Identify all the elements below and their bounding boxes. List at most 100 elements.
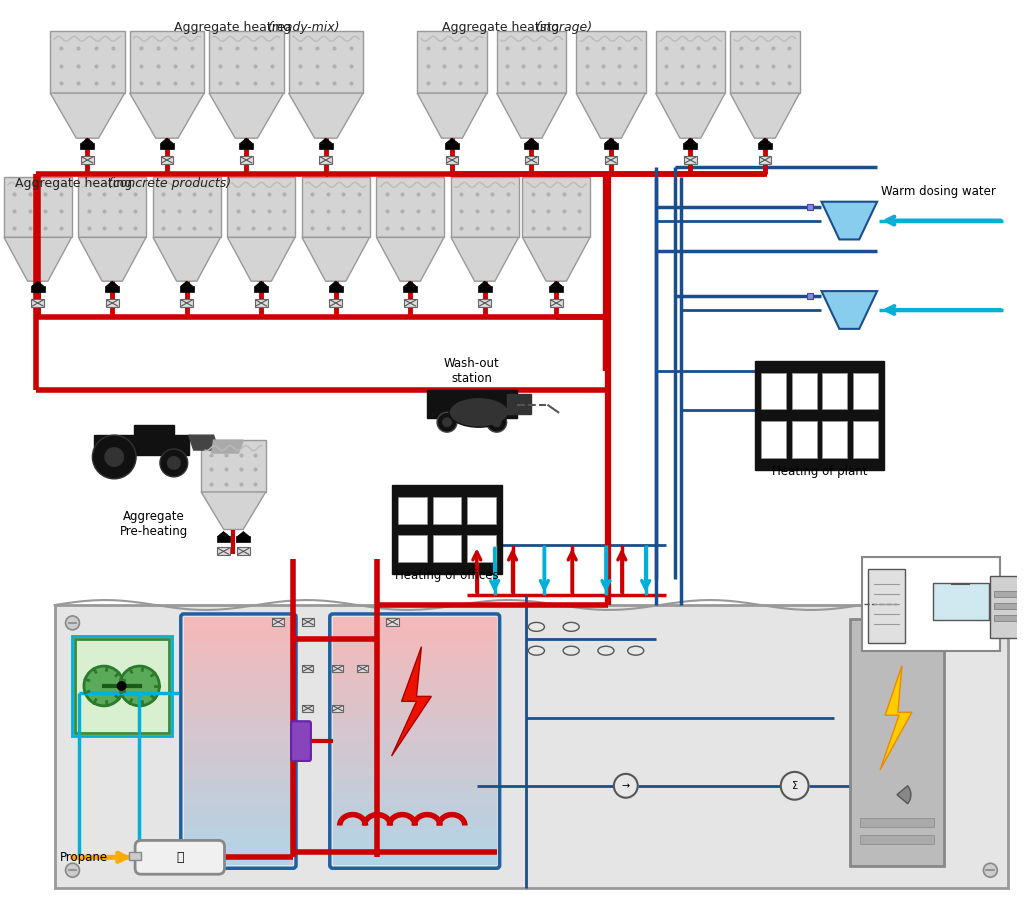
FancyBboxPatch shape (761, 373, 785, 409)
Polygon shape (181, 282, 193, 286)
FancyBboxPatch shape (75, 639, 169, 733)
Polygon shape (330, 282, 342, 286)
Polygon shape (404, 282, 416, 286)
Polygon shape (289, 93, 364, 138)
FancyBboxPatch shape (240, 156, 253, 164)
FancyBboxPatch shape (32, 299, 44, 307)
Polygon shape (377, 177, 444, 238)
Polygon shape (604, 143, 617, 149)
Polygon shape (217, 532, 229, 537)
FancyBboxPatch shape (333, 841, 497, 853)
Polygon shape (758, 143, 772, 149)
FancyBboxPatch shape (467, 496, 496, 524)
Polygon shape (153, 177, 220, 238)
Polygon shape (730, 93, 800, 138)
FancyBboxPatch shape (183, 679, 293, 691)
FancyBboxPatch shape (860, 818, 934, 826)
FancyBboxPatch shape (807, 293, 813, 299)
FancyBboxPatch shape (183, 828, 293, 841)
Circle shape (92, 435, 136, 479)
Ellipse shape (449, 398, 509, 427)
Polygon shape (417, 93, 486, 138)
Text: (storage): (storage) (535, 21, 592, 34)
Circle shape (492, 418, 502, 427)
Text: Aggregate
Pre-heating: Aggregate Pre-heating (120, 510, 188, 537)
Circle shape (167, 456, 181, 470)
FancyBboxPatch shape (271, 618, 285, 626)
FancyBboxPatch shape (398, 496, 427, 524)
FancyBboxPatch shape (333, 803, 497, 815)
Polygon shape (238, 532, 249, 537)
Circle shape (117, 681, 127, 691)
Ellipse shape (528, 622, 545, 632)
FancyBboxPatch shape (333, 666, 497, 679)
Polygon shape (329, 286, 343, 292)
FancyBboxPatch shape (333, 779, 497, 791)
Text: 🔥: 🔥 (176, 851, 183, 864)
FancyBboxPatch shape (183, 803, 293, 815)
FancyBboxPatch shape (990, 576, 1024, 638)
FancyBboxPatch shape (333, 617, 497, 630)
FancyBboxPatch shape (333, 630, 497, 642)
Polygon shape (237, 537, 250, 542)
FancyBboxPatch shape (332, 705, 343, 712)
FancyBboxPatch shape (217, 547, 229, 556)
FancyBboxPatch shape (333, 691, 497, 704)
FancyBboxPatch shape (302, 618, 314, 626)
Circle shape (983, 616, 997, 630)
Ellipse shape (563, 646, 580, 655)
FancyBboxPatch shape (183, 630, 293, 642)
Polygon shape (684, 138, 696, 143)
FancyBboxPatch shape (386, 618, 398, 626)
Polygon shape (497, 31, 566, 93)
FancyBboxPatch shape (237, 547, 250, 556)
Polygon shape (50, 31, 125, 93)
FancyBboxPatch shape (183, 841, 293, 853)
Text: Propane: Propane (59, 851, 108, 864)
Polygon shape (105, 286, 119, 292)
FancyBboxPatch shape (183, 654, 293, 666)
Polygon shape (507, 395, 531, 414)
Polygon shape (130, 93, 204, 138)
FancyBboxPatch shape (550, 299, 562, 307)
FancyBboxPatch shape (183, 741, 293, 753)
Text: Wash-out
station: Wash-out station (444, 357, 500, 386)
FancyBboxPatch shape (994, 603, 1020, 609)
FancyBboxPatch shape (183, 853, 293, 866)
Polygon shape (525, 138, 538, 143)
FancyBboxPatch shape (333, 717, 497, 728)
FancyBboxPatch shape (333, 642, 497, 654)
FancyBboxPatch shape (807, 204, 813, 209)
FancyBboxPatch shape (933, 583, 989, 620)
Polygon shape (130, 31, 204, 93)
Polygon shape (254, 286, 268, 292)
Polygon shape (302, 177, 370, 238)
FancyBboxPatch shape (333, 728, 497, 741)
FancyBboxPatch shape (255, 299, 267, 307)
FancyBboxPatch shape (333, 791, 497, 803)
Circle shape (160, 449, 187, 477)
FancyBboxPatch shape (862, 558, 1000, 651)
FancyBboxPatch shape (183, 642, 293, 654)
FancyBboxPatch shape (302, 705, 313, 712)
Polygon shape (255, 282, 267, 286)
Polygon shape (880, 665, 912, 770)
Polygon shape (212, 441, 244, 453)
FancyBboxPatch shape (180, 299, 194, 307)
FancyBboxPatch shape (684, 156, 696, 164)
Polygon shape (655, 93, 725, 138)
Polygon shape (391, 647, 431, 756)
FancyBboxPatch shape (183, 815, 293, 828)
Polygon shape (605, 138, 616, 143)
Polygon shape (160, 143, 174, 149)
FancyBboxPatch shape (183, 766, 293, 779)
FancyBboxPatch shape (333, 753, 497, 766)
Ellipse shape (528, 646, 545, 655)
Polygon shape (403, 286, 417, 292)
FancyBboxPatch shape (333, 815, 497, 828)
FancyBboxPatch shape (319, 156, 332, 164)
Polygon shape (82, 138, 93, 143)
Polygon shape (241, 138, 252, 143)
Polygon shape (318, 143, 333, 149)
FancyBboxPatch shape (525, 156, 538, 164)
